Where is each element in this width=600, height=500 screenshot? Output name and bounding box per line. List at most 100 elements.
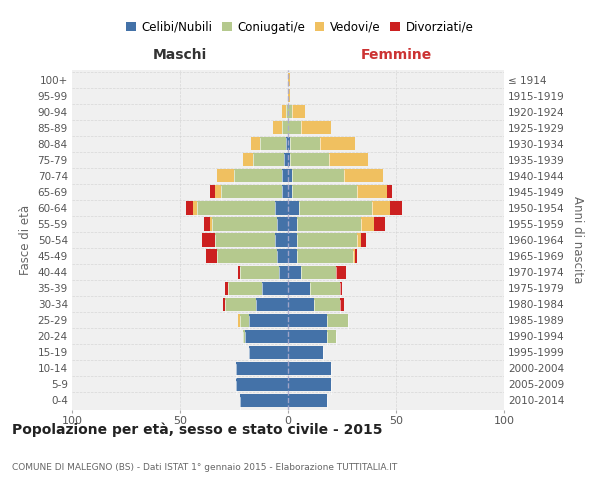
Bar (281, 170, 288, 182)
Bar (288, 137, 290, 150)
Text: Femmine: Femmine (361, 48, 431, 62)
Bar (355, 250, 357, 262)
Bar (236, 362, 288, 375)
Bar (288, 266, 301, 278)
Bar (288, 105, 292, 118)
Text: COMUNE DI MALEGNO (BS) - Dati ISTAT 1° gennaio 2015 - Elaborazione TUTTITALIA.IT: COMUNE DI MALEGNO (BS) - Dati ISTAT 1° g… (12, 462, 397, 471)
Bar (288, 186, 292, 198)
Bar (226, 298, 256, 310)
Bar (286, 105, 288, 118)
Bar (245, 330, 288, 343)
Bar (197, 202, 275, 214)
Bar (288, 362, 331, 375)
Text: Maschi: Maschi (153, 48, 207, 62)
Bar (327, 330, 335, 343)
Bar (217, 250, 277, 262)
Bar (260, 137, 286, 150)
Y-axis label: Fasce di età: Fasce di età (19, 205, 32, 275)
Bar (320, 137, 355, 150)
Bar (329, 153, 368, 166)
Bar (288, 234, 296, 246)
Bar (389, 202, 403, 214)
Bar (288, 89, 290, 102)
Bar (202, 234, 215, 246)
Bar (277, 218, 288, 230)
Bar (221, 186, 281, 198)
Bar (288, 250, 296, 262)
Bar (288, 170, 292, 182)
Bar (301, 121, 331, 134)
Bar (288, 218, 296, 230)
Bar (288, 346, 323, 359)
Bar (210, 186, 215, 198)
Bar (281, 186, 288, 198)
Legend: Celibi/Nubili, Coniugati/e, Vedovi/e, Divorziati/e: Celibi/Nubili, Coniugati/e, Vedovi/e, Di… (122, 16, 478, 38)
Bar (361, 218, 374, 230)
Bar (193, 202, 197, 214)
Bar (206, 250, 217, 262)
Bar (288, 121, 301, 134)
Bar (238, 314, 241, 327)
Bar (288, 298, 314, 310)
Bar (281, 105, 286, 118)
Bar (388, 186, 392, 198)
Bar (286, 137, 288, 150)
Bar (344, 170, 383, 182)
Bar (281, 121, 288, 134)
Y-axis label: Anni di nascita: Anni di nascita (571, 196, 584, 284)
Bar (241, 314, 249, 327)
Bar (212, 218, 277, 230)
Bar (273, 121, 281, 134)
Bar (241, 266, 280, 278)
Bar (288, 282, 310, 294)
Bar (296, 234, 357, 246)
Bar (288, 202, 299, 214)
Bar (296, 218, 361, 230)
Bar (251, 137, 260, 150)
Bar (288, 314, 327, 327)
Bar (361, 234, 366, 246)
Bar (275, 202, 288, 214)
Bar (253, 153, 284, 166)
Bar (242, 330, 245, 343)
Bar (236, 378, 288, 391)
Bar (242, 153, 253, 166)
Bar (310, 282, 340, 294)
Bar (226, 282, 227, 294)
Bar (288, 153, 290, 166)
Bar (288, 330, 327, 343)
Bar (187, 202, 193, 214)
Bar (256, 298, 288, 310)
Bar (241, 394, 288, 407)
Bar (299, 202, 372, 214)
Bar (296, 250, 353, 262)
Bar (327, 314, 349, 327)
Bar (210, 218, 212, 230)
Bar (280, 266, 288, 278)
Bar (204, 218, 210, 230)
Bar (217, 170, 234, 182)
Bar (238, 266, 241, 278)
Bar (249, 346, 288, 359)
Bar (234, 170, 281, 182)
Bar (335, 266, 346, 278)
Bar (372, 202, 389, 214)
Bar (290, 137, 320, 150)
Bar (215, 234, 275, 246)
Bar (288, 378, 331, 391)
Bar (284, 153, 288, 166)
Bar (292, 105, 305, 118)
Bar (262, 282, 288, 294)
Bar (223, 298, 226, 310)
Bar (290, 153, 329, 166)
Bar (301, 266, 335, 278)
Text: Popolazione per età, sesso e stato civile - 2015: Popolazione per età, sesso e stato civil… (12, 422, 383, 437)
Bar (374, 218, 385, 230)
Bar (292, 170, 344, 182)
Bar (357, 234, 361, 246)
Bar (288, 394, 327, 407)
Bar (249, 314, 288, 327)
Bar (275, 234, 288, 246)
Bar (215, 186, 221, 198)
Bar (357, 186, 388, 198)
